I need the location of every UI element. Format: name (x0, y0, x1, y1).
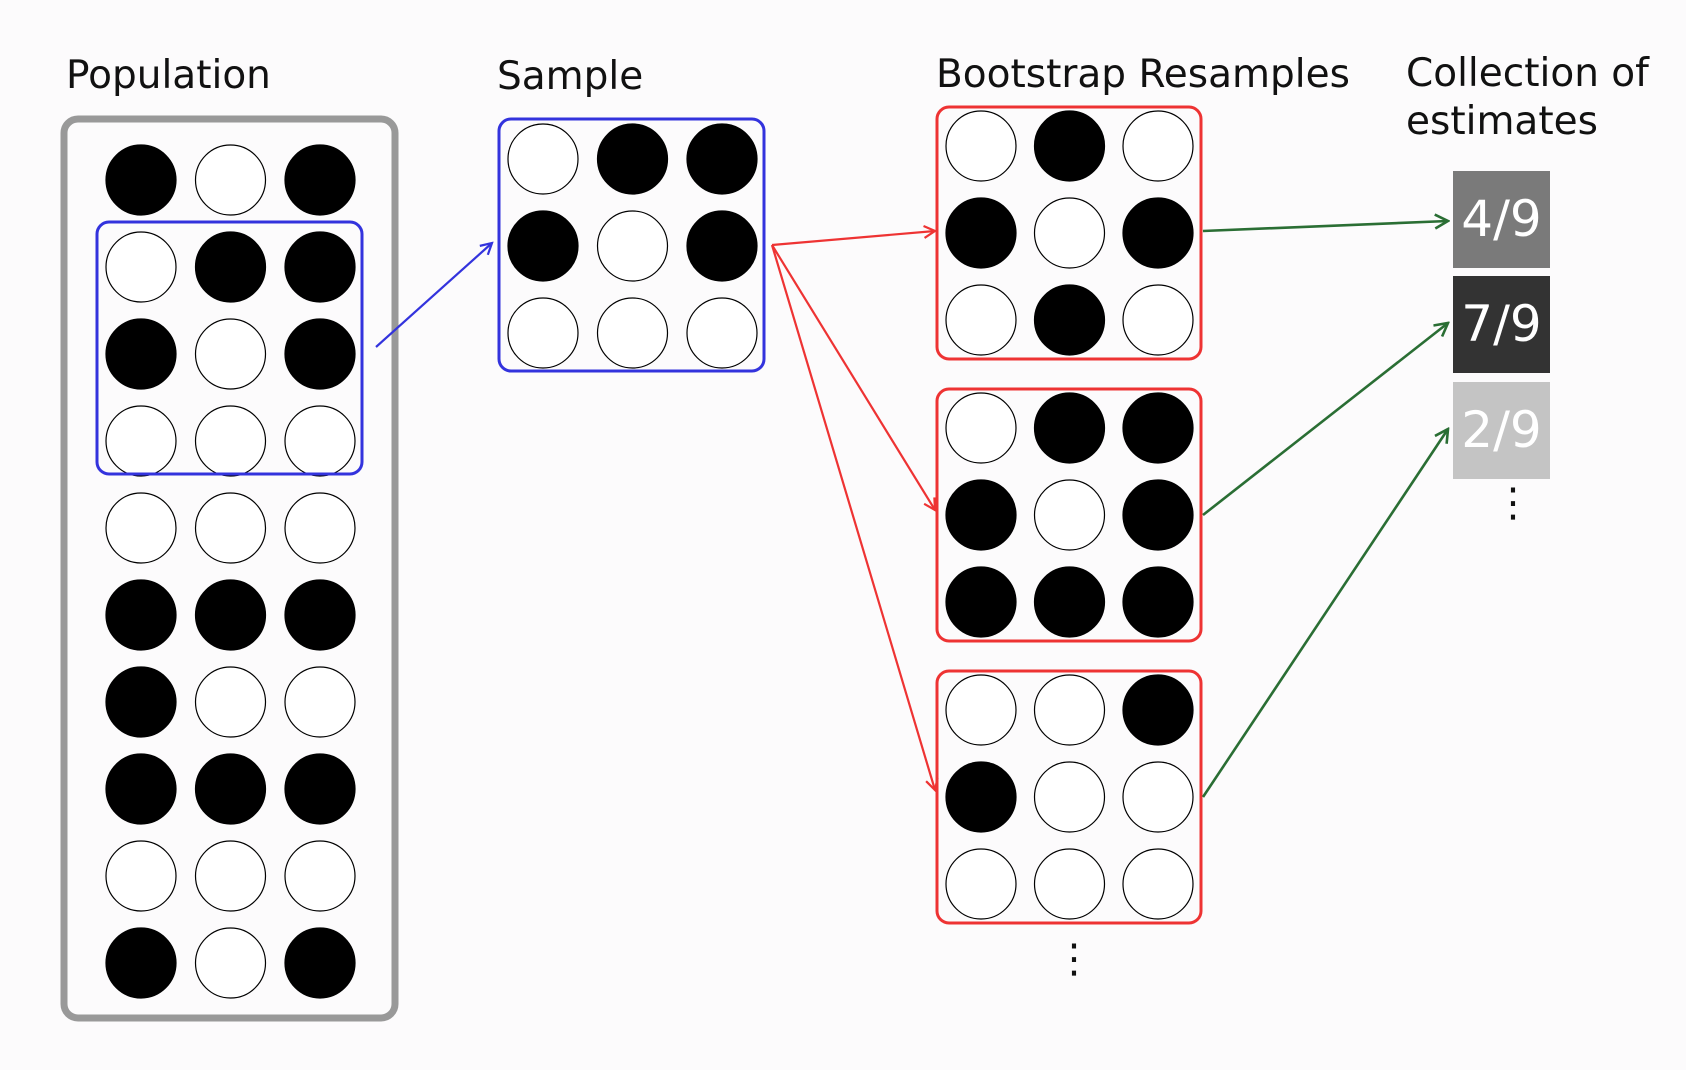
resample-2-ball-r2-c2 (1033, 479, 1106, 551)
resample-3-ball-r3-c2 (1033, 848, 1106, 920)
sample-to-resample-2-arrow (771, 244, 935, 510)
population-ball-r10-c2 (194, 927, 267, 999)
sample-ball-r3-c3 (686, 297, 758, 369)
resample-1-ball-r2-c3 (1122, 197, 1194, 269)
population-ball-r4-c2 (194, 405, 267, 477)
resample-3-ball-r1-c1 (945, 674, 1017, 746)
resample-3-ball-r3-c1 (945, 848, 1017, 920)
resample-1-to-estimate-arrow (1202, 221, 1448, 233)
population-ball-r8-c3 (284, 753, 356, 825)
sample-ball-r1-c2 (596, 123, 669, 195)
population-ball-r9-c3 (284, 840, 356, 912)
sample-to-resample-1-arrow (771, 231, 935, 247)
resample-1-ball-r2-c1 (945, 197, 1017, 269)
sample-ball-r1-c3 (686, 123, 758, 195)
collection-label-line1: Collection of (1406, 51, 1649, 96)
population-frame (60, 115, 399, 1022)
resample-3-ball-r2-c3 (1122, 761, 1194, 833)
population-label: Population (66, 53, 271, 98)
population-ball-r10-c3 (284, 927, 356, 999)
sample-ball-r3-c1 (507, 297, 579, 369)
resample-1-ball-r2-c2 (1033, 197, 1106, 269)
resample-2-ball-r3-c3 (1122, 566, 1194, 638)
resample-2-ball-r1-c1 (945, 392, 1017, 464)
population-ball-r7-c2 (194, 666, 267, 738)
bootstrap-resamples-label: Bootstrap Resamples (936, 52, 1350, 97)
population-ball-r1-c1 (105, 144, 177, 216)
population-ball-r4-c1 (105, 405, 177, 477)
sample-ball-r2-c2 (596, 210, 669, 282)
estimate-box-1: 4/9 (1453, 171, 1550, 268)
population-sample-highlight (95, 220, 364, 476)
population-ball-r5-c2 (194, 492, 267, 564)
population-ball-r3-c1 (105, 318, 177, 390)
population-ball-r2-c1 (105, 231, 177, 303)
sample-label: Sample (497, 54, 644, 99)
resample-3-to-estimate-arrow (1201, 429, 1448, 798)
resample-frame-2 (935, 387, 1203, 643)
sample-ball-r2-c3 (686, 210, 758, 282)
population-ball-r5-c1 (105, 492, 177, 564)
resample-2-ball-r2-c1 (945, 479, 1017, 551)
population-ball-r2-c2 (194, 231, 267, 303)
population-balls (105, 144, 356, 999)
sample-ball-r1-c1 (507, 123, 579, 195)
population-ball-r6-c1 (105, 579, 177, 651)
population-ball-r7-c1 (105, 666, 177, 738)
resamples-ellipsis: ⋮ (1054, 936, 1094, 982)
resample-2-ball-r3-c2 (1033, 566, 1106, 638)
estimate-box-3: 2/9 (1453, 382, 1550, 479)
collection-label-line2: estimates (1406, 99, 1598, 144)
population-ball-r6-c3 (284, 579, 356, 651)
population-ball-r4-c3 (284, 405, 356, 477)
sample-to-resample-3-arrow (770, 244, 935, 790)
resample-3-ball-r3-c3 (1122, 848, 1194, 920)
collection-label: Collection of estimates (1406, 50, 1649, 146)
population-ball-r3-c3 (284, 318, 356, 390)
population-ball-r6-c2 (194, 579, 267, 651)
resample-3-ball-r2-c2 (1033, 761, 1106, 833)
resample-2-ball-r1-c2 (1033, 392, 1106, 464)
resample-2-ball-r3-c1 (945, 566, 1017, 638)
resample-3-ball-r1-c3 (1122, 674, 1194, 746)
population-ball-r7-c3 (284, 666, 356, 738)
resample-1-ball-r1-c2 (1033, 110, 1106, 182)
population-ball-r8-c2 (194, 753, 267, 825)
population-ball-r8-c1 (105, 753, 177, 825)
estimate-box-2: 7/9 (1453, 276, 1550, 373)
sample-balls (507, 123, 758, 369)
population-ball-r3-c2 (194, 318, 267, 390)
estimates-ellipsis: ⋮ (1493, 480, 1533, 526)
resample-2-to-estimate-arrow (1202, 323, 1448, 517)
sample-frame (497, 117, 766, 373)
resample-1-ball-r1-c1 (945, 110, 1017, 182)
population-ball-r5-c3 (284, 492, 356, 564)
sample-ball-r3-c2 (596, 297, 669, 369)
population-ball-r9-c2 (194, 840, 267, 912)
population-ball-r9-c1 (105, 840, 177, 912)
resample-2-ball-r2-c3 (1122, 479, 1194, 551)
population-to-sample-arrow (375, 243, 492, 348)
population-ball-r1-c3 (284, 144, 356, 216)
resample-1-ball-r1-c3 (1122, 110, 1194, 182)
resample-3-ball-r2-c1 (945, 761, 1017, 833)
resample-1-ball-r3-c3 (1122, 284, 1194, 356)
population-ball-r2-c3 (284, 231, 356, 303)
resample-1-ball-r3-c1 (945, 284, 1017, 356)
sample-ball-r2-c1 (507, 210, 579, 282)
resample-balls (945, 110, 1194, 920)
resample-1-ball-r3-c2 (1033, 284, 1106, 356)
resample-3-ball-r1-c2 (1033, 674, 1106, 746)
population-ball-r1-c2 (194, 144, 267, 216)
resample-frame-3 (935, 669, 1203, 925)
population-ball-r10-c1 (105, 927, 177, 999)
resample-2-ball-r1-c3 (1122, 392, 1194, 464)
